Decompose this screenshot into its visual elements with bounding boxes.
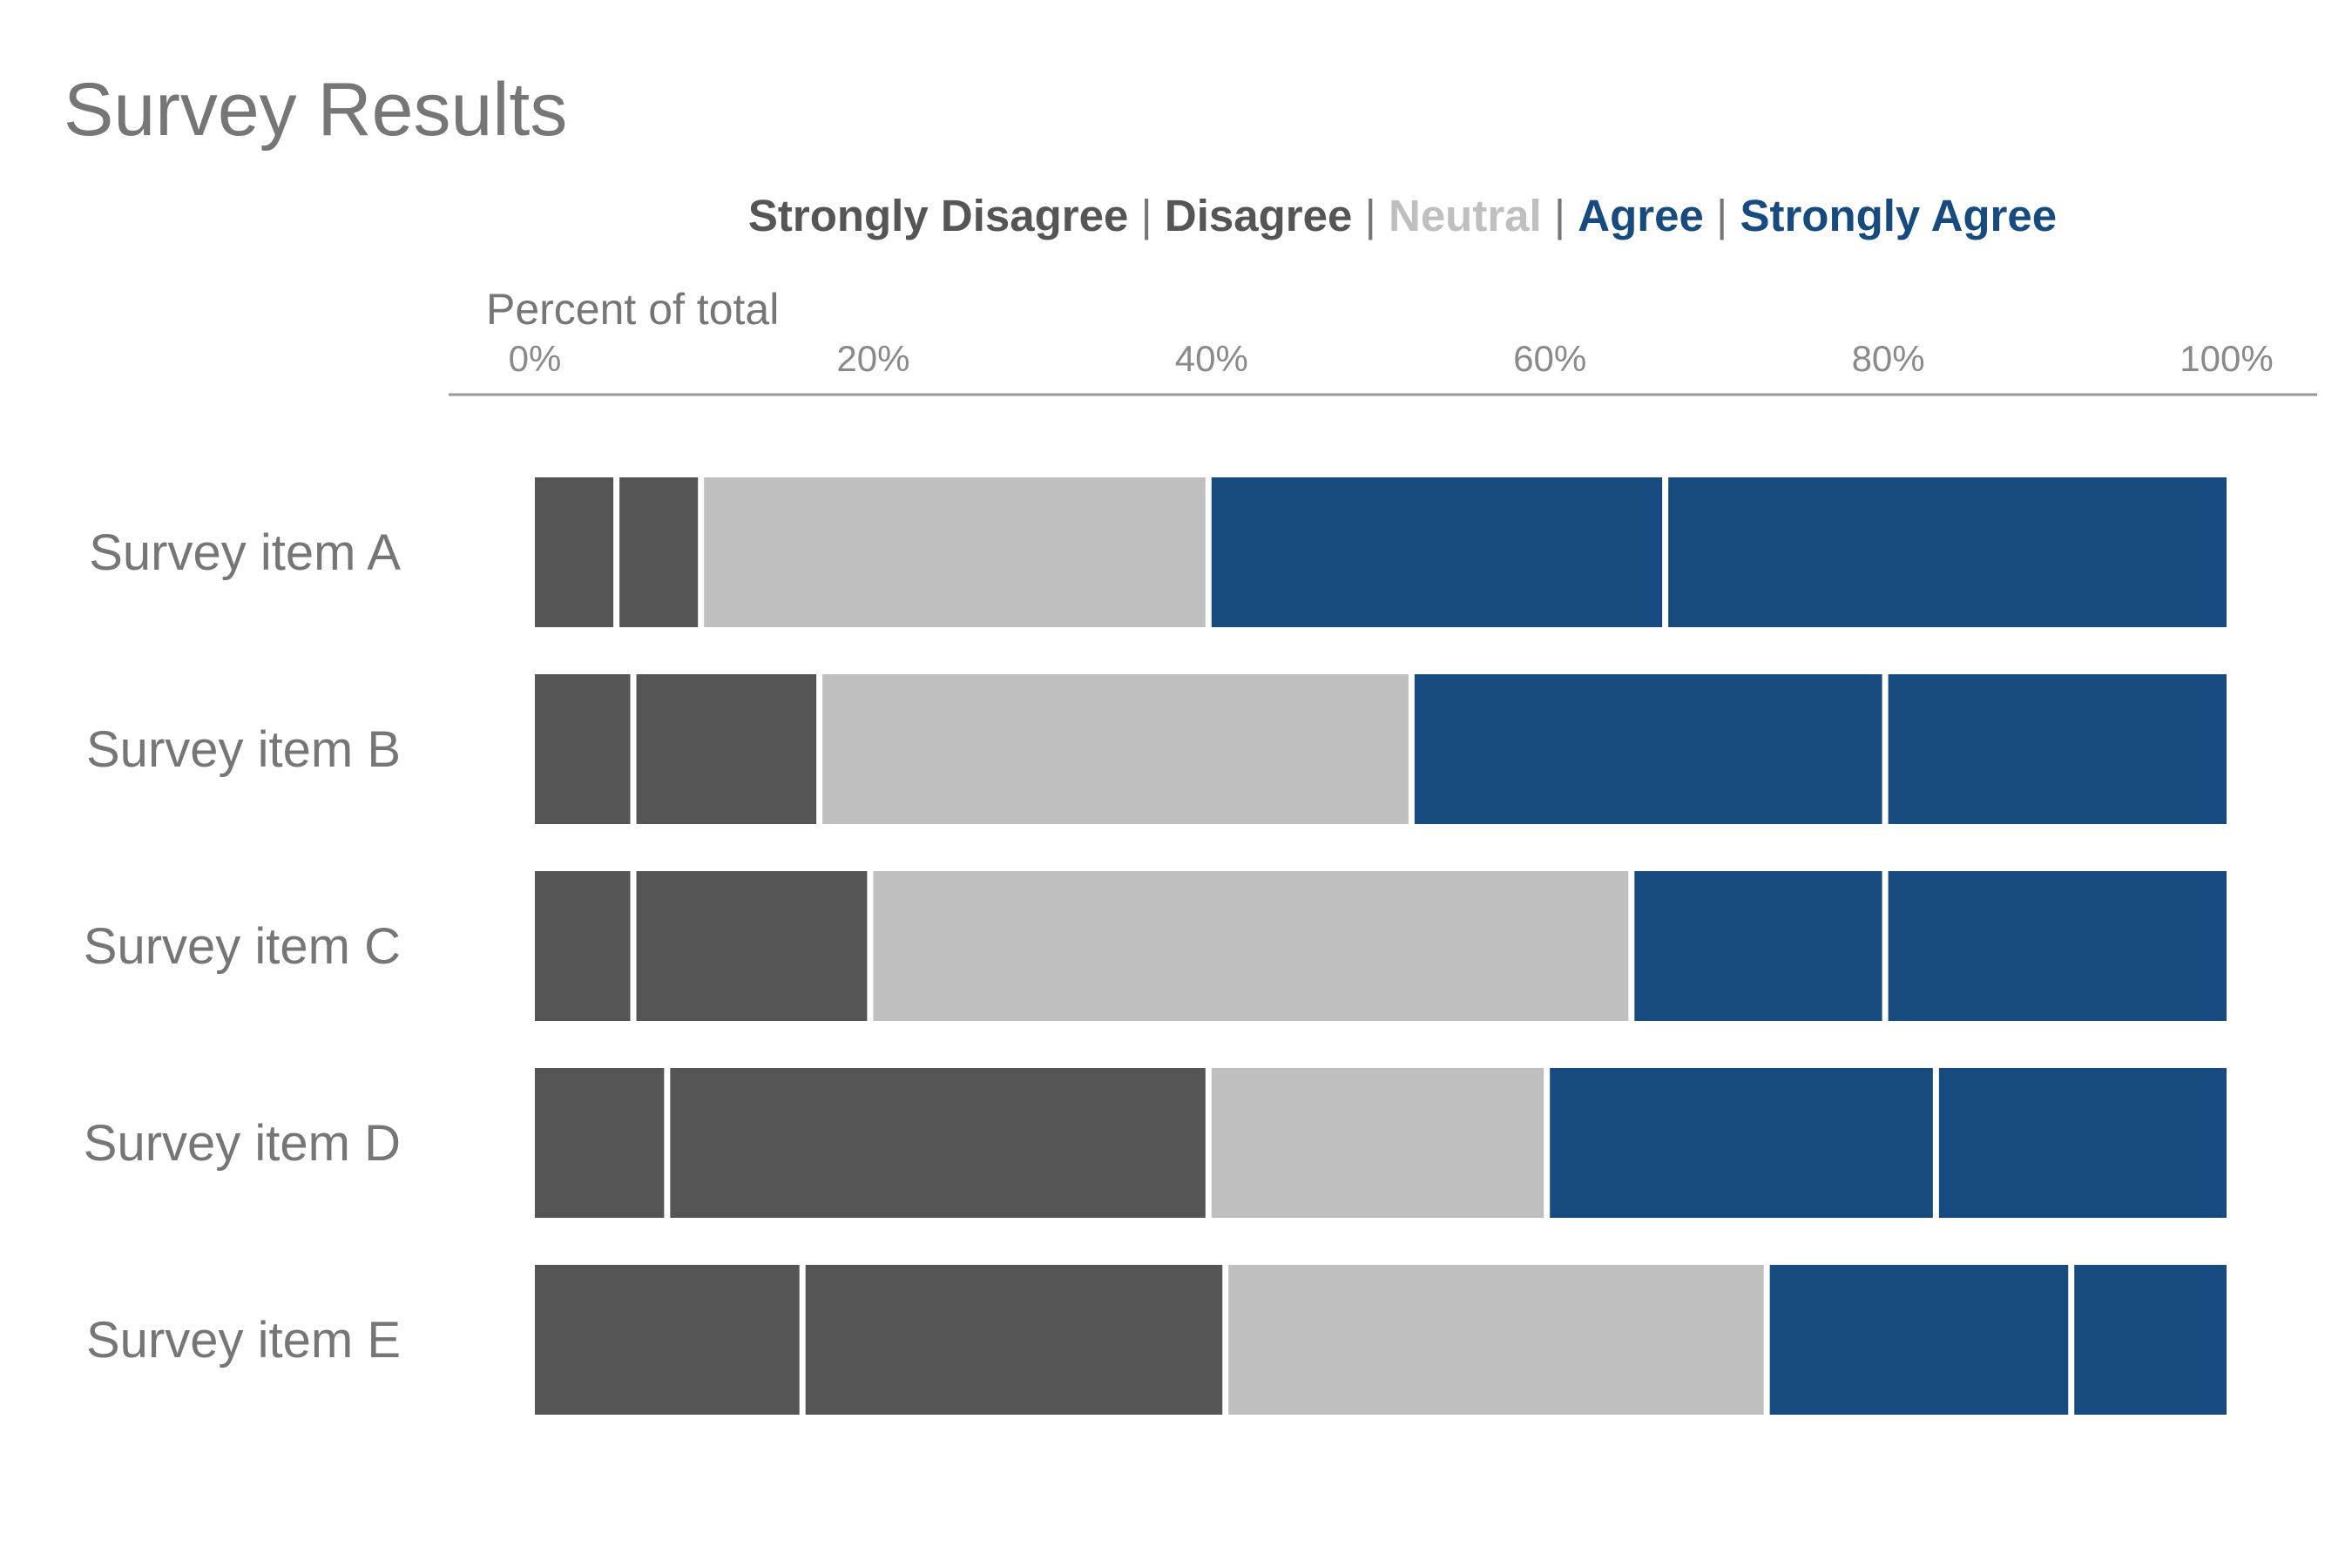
legend-separator: |: [1716, 191, 1740, 240]
bar-segment-disagree: [805, 1265, 1223, 1415]
x-tick-label: 100%: [2180, 338, 2273, 379]
bar-segment-strongly-agree: [1888, 871, 2227, 1021]
bar-segment-strongly-disagree: [535, 674, 631, 824]
category-labels: Survey item A Survey item B Survey item C S…: [84, 524, 402, 1369]
legend-separator: |: [1365, 191, 1389, 240]
bar-segment-strongly-agree: [2074, 1265, 2227, 1415]
x-tick-label: 0%: [509, 338, 562, 379]
bar-segment-neutral: [822, 674, 1409, 824]
bar-segment-strongly-agree: [1938, 1068, 2227, 1218]
x-tick-label: 80%: [1852, 338, 1925, 379]
bar-segment-agree: [1550, 1068, 1933, 1218]
category-label: Survey item E: [86, 1312, 401, 1369]
x-axis-title: Percent of total: [486, 285, 779, 334]
bar-segment-strongly-disagree: [535, 871, 631, 1021]
legend-disagree: Disagree: [1165, 191, 1352, 240]
bar-segment-strongly-disagree: [535, 1068, 665, 1218]
legend-strongly-agree: Strongly Agree: [1740, 191, 2057, 240]
bar-segment-neutral: [873, 871, 1629, 1021]
legend-agree: Agree: [1578, 191, 1704, 240]
category-label: Survey item D: [84, 1115, 401, 1172]
x-tick-label: 60%: [1513, 338, 1586, 379]
bar-segment-neutral: [1211, 1068, 1544, 1218]
bar-segment-disagree: [636, 871, 868, 1021]
bar-segment-disagree: [636, 674, 817, 824]
legend-separator: |: [1141, 191, 1165, 240]
bar-segment-strongly-agree: [1888, 674, 2227, 824]
bar-segment-neutral: [704, 477, 1206, 627]
bar-segment-neutral: [1228, 1265, 1764, 1415]
category-label: Survey item A: [89, 524, 401, 581]
bar-segment-strongly-disagree: [535, 477, 614, 627]
x-tick-label: 40%: [1175, 338, 1248, 379]
legend-strongly-disagree: Strongly Disagree: [748, 191, 1128, 240]
bar-segment-agree: [1634, 871, 1882, 1021]
x-axis-ticks: 0% 20% 40% 60% 80% 100%: [509, 338, 2274, 379]
x-tick-label: 20%: [836, 338, 909, 379]
bar-segment-disagree: [619, 477, 699, 627]
bar-segment-agree: [1211, 477, 1663, 627]
bar-segment-disagree: [670, 1068, 1206, 1218]
chart-title: Survey Results: [64, 68, 567, 152]
bar-segment-agree: [1769, 1265, 2069, 1415]
bar-segment-strongly-disagree: [535, 1265, 800, 1415]
bars: [535, 477, 2227, 1415]
legend-neutral: Neutral: [1389, 191, 1542, 240]
category-label: Survey item C: [84, 918, 401, 975]
legend-separator: |: [1554, 191, 1578, 240]
category-label: Survey item B: [86, 721, 401, 778]
bar-segment-strongly-agree: [1668, 477, 2227, 627]
bar-segment-agree: [1414, 674, 1882, 824]
legend: Strongly Disagree | Disagree | Neutral |…: [748, 191, 2057, 240]
